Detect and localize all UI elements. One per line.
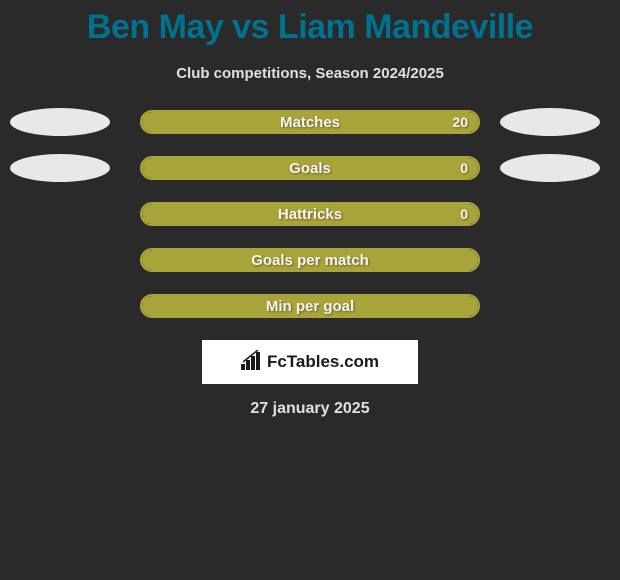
stat-row: Min per goal <box>0 294 620 318</box>
stat-bar: Hattricks0 <box>140 202 480 226</box>
date-label: 27 january 2025 <box>0 400 620 418</box>
logo-chart-icon <box>241 350 263 375</box>
logo-text: FcTables.com <box>267 352 379 372</box>
stat-label: Matches <box>142 112 478 132</box>
stat-bar: Matches20 <box>140 110 480 134</box>
stat-bar: Goals0 <box>140 156 480 180</box>
logo-box: FcTables.com <box>202 340 418 384</box>
stat-rows: Matches20Goals0Hattricks0Goals per match… <box>0 110 620 318</box>
stat-row: Matches20 <box>0 110 620 134</box>
player-right-ellipse <box>500 154 600 182</box>
stat-label: Min per goal <box>142 296 478 316</box>
stat-value-right: 0 <box>460 204 468 224</box>
stat-bar: Min per goal <box>140 294 480 318</box>
comparison-title: Ben May vs Liam Mandeville <box>0 0 620 47</box>
stat-label: Goals <box>142 158 478 178</box>
comparison-subtitle: Club competitions, Season 2024/2025 <box>0 65 620 82</box>
stat-row: Goals per match <box>0 248 620 272</box>
player-left-ellipse <box>10 108 110 136</box>
stat-label: Goals per match <box>142 250 478 270</box>
player-right-ellipse <box>500 108 600 136</box>
stat-value-right: 0 <box>460 158 468 178</box>
stat-label: Hattricks <box>142 204 478 224</box>
player-left-ellipse <box>10 154 110 182</box>
stat-row: Hattricks0 <box>0 202 620 226</box>
stat-value-right: 20 <box>452 112 468 132</box>
stat-bar: Goals per match <box>140 248 480 272</box>
stat-row: Goals0 <box>0 156 620 180</box>
